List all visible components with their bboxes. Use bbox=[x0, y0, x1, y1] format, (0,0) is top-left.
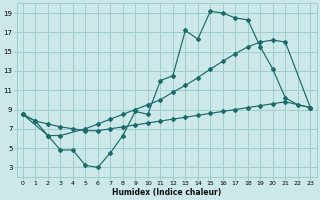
X-axis label: Humidex (Indice chaleur): Humidex (Indice chaleur) bbox=[112, 188, 221, 197]
